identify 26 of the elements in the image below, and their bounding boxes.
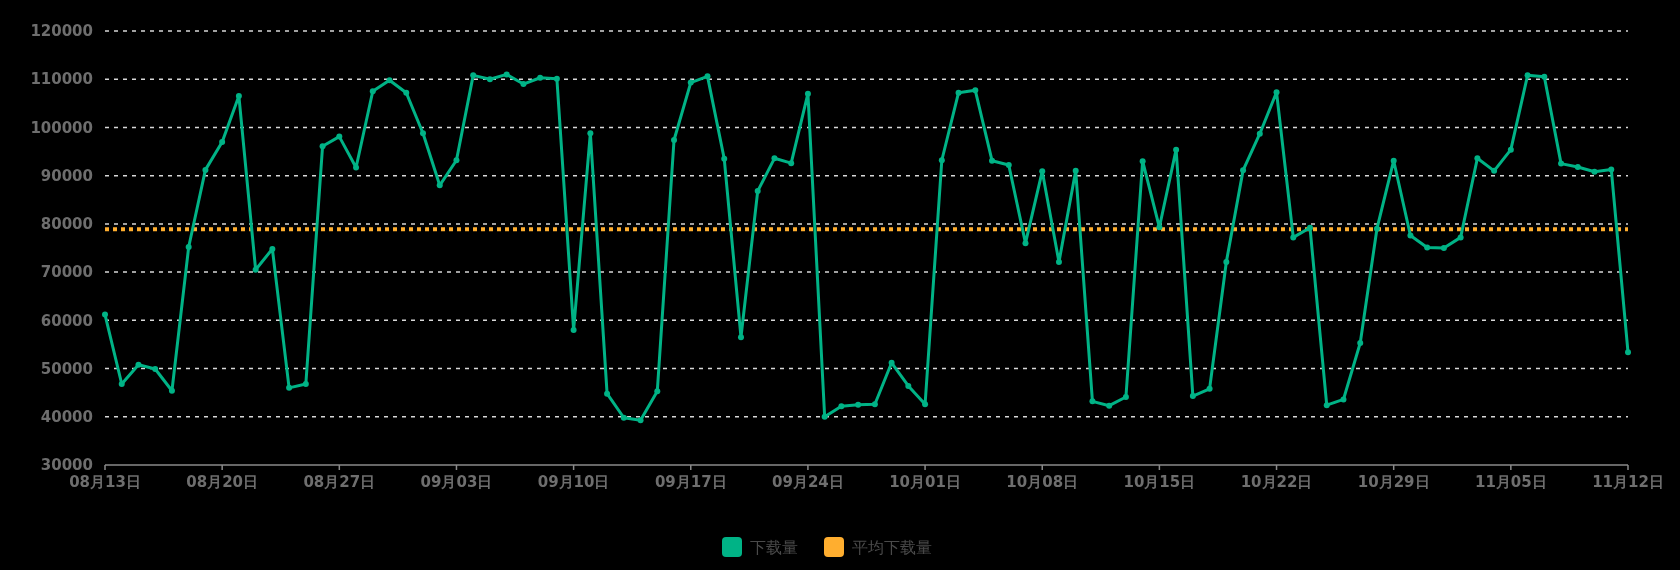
x-tick-label: 09月17日: [654, 473, 727, 491]
x-tick-label: 11月12日: [1592, 473, 1664, 491]
y-tick-label: 120000: [30, 22, 93, 41]
legend-label: 平均下载量: [852, 537, 932, 557]
x-tick-label: 08月20日: [186, 473, 259, 491]
y-tick-label: 70000: [40, 263, 93, 282]
y-tick-label: 40000: [40, 408, 93, 427]
x-tick-label: 10月08日: [1006, 473, 1079, 491]
x-tick-label: 08月13日: [69, 473, 141, 491]
y-tick-label: 50000: [40, 359, 93, 378]
x-tick-label: 10月01日: [889, 473, 961, 491]
x-tick-label: 09月10日: [537, 473, 610, 491]
x-tick-label: 10月29日: [1357, 473, 1430, 491]
y-tick-label: 60000: [40, 311, 93, 330]
y-tick-label: 110000: [30, 70, 93, 89]
x-tick-label: 08月27日: [303, 473, 376, 491]
x-tick-label: 10月15日: [1123, 473, 1196, 491]
legend-label: 下载量: [750, 537, 798, 557]
x-tick-label: 10月22日: [1240, 473, 1313, 491]
y-tick-label: 100000: [30, 118, 93, 137]
y-tick-label: 30000: [40, 456, 93, 475]
y-tick-label: 90000: [40, 166, 93, 185]
x-tick-label: 09月03日: [420, 473, 493, 491]
y-tick-label: 80000: [40, 215, 93, 234]
x-tick-label: 09月24日: [772, 473, 844, 491]
x-tick-label: 11月05日: [1474, 473, 1547, 491]
